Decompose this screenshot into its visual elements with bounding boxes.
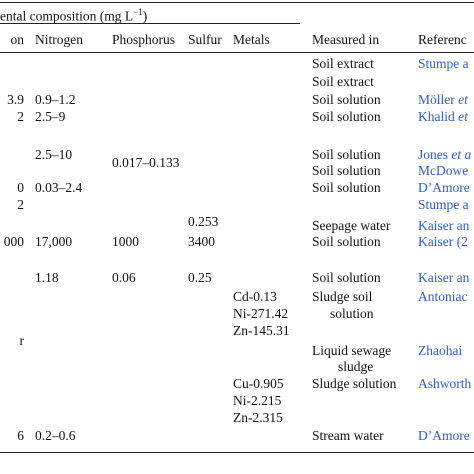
reference-text: Zhaohai — [418, 343, 463, 358]
measured-in-cell: Soil solution — [312, 147, 381, 162]
sulfur-cell: 0.253 — [188, 214, 219, 229]
measured-in-cell: Soil solution — [312, 234, 381, 249]
group-rule — [0, 23, 300, 24]
nitrogen-cell: 0.2–0.6 — [35, 428, 76, 443]
measured-in-cell: Liquid sewage — [312, 343, 392, 358]
sulfur-cell: 0.25 — [188, 270, 212, 285]
measured-in-cell: Soil solution — [312, 109, 381, 124]
reference-cell: Stumpe a — [418, 197, 469, 213]
column-header: Referenc — [418, 32, 467, 47]
reference-text: Khalid — [418, 109, 459, 124]
reference-cell: Kaiser (2 — [418, 234, 468, 250]
measured-in-cell: Sludge solution — [312, 376, 397, 391]
reference-cell: Ashworth — [418, 376, 471, 392]
reference-text: D’Amore — [418, 180, 470, 195]
phosphorus-cell: 1000 — [112, 234, 139, 249]
nitrogen-cell: 1.18 — [35, 270, 59, 285]
measured-in-cell: Seepage water — [312, 218, 391, 233]
reference-text: McDowe — [418, 163, 469, 178]
reference-text: Ashworth — [418, 376, 472, 391]
phosphorus-cell: 0.017–0.133 — [112, 155, 180, 170]
group-title-text: ental composition (mg L — [0, 8, 134, 24]
column-header: on — [10, 32, 25, 47]
measured-in-cell: solution — [330, 306, 374, 321]
measured-in-cell: Soil solution — [312, 163, 381, 178]
measured-in-cell: Soil extract — [312, 56, 374, 71]
measured-in-cell: Soil solution — [312, 270, 381, 285]
nitrogen-cell: 2.5–10 — [35, 147, 73, 162]
reference-italic: et a — [451, 147, 472, 162]
measured-in-cell: Soil solution — [312, 180, 381, 195]
measured-in-cell: Sludge soil — [312, 289, 373, 304]
column-header: Nitrogen — [35, 32, 83, 47]
metals-cell: Zn-2.315 — [233, 410, 283, 425]
nitrogen-cell: 2.5–9 — [35, 109, 66, 124]
reference-text: Stumpe a — [418, 56, 469, 71]
reference-text: Kaiser an — [418, 218, 470, 233]
reference-cell: Möller et — [418, 92, 468, 108]
column-header: Measured in — [312, 32, 380, 47]
reference-cell: Stumpe a — [418, 56, 469, 72]
bottom-rule — [0, 452, 474, 453]
reference-cell: Kaiser an — [418, 270, 469, 286]
reference-text: Kaiser (2 — [418, 234, 468, 249]
carbon-cell: 0 — [17, 180, 24, 195]
reference-text: Kaiser an — [418, 270, 470, 285]
measured-in-cell: Stream water — [312, 428, 384, 443]
carbon-cell: 3.9 — [7, 92, 24, 107]
carbon-cell: r — [19, 333, 25, 348]
column-header: Sulfur — [188, 32, 222, 47]
reference-cell: Kaiser an — [418, 218, 469, 234]
header-rule — [0, 52, 474, 53]
reference-italic: et — [458, 109, 468, 124]
metals-cell: Cu-0.905 — [233, 376, 284, 391]
reference-cell: McDowe — [418, 163, 468, 179]
reference-cell: Antoniac — [418, 289, 468, 305]
carbon-cell: 6 — [17, 428, 24, 443]
nitrogen-cell: 17,000 — [35, 234, 73, 249]
group-title-close: ) — [142, 8, 148, 24]
column-header: Metals — [233, 32, 270, 47]
nitrogen-cell: 0.03–2.4 — [35, 180, 83, 195]
reference-text: Jones — [418, 147, 452, 162]
reference-cell: Jones et a — [418, 147, 471, 163]
carbon-cell: 000 — [3, 234, 24, 249]
group-title: ental composition (mg L−1) — [0, 4, 147, 25]
metals-cell: Ni-271.42 — [233, 306, 289, 321]
carbon-cell: 2 — [17, 109, 24, 124]
nitrogen-cell: 0.9–1.2 — [35, 92, 76, 107]
carbon-cell: 2 — [17, 197, 24, 212]
measured-in-cell: Soil extract — [312, 74, 374, 89]
reference-text: Antoniac — [418, 289, 468, 304]
reference-cell: D’Amore — [418, 428, 470, 444]
metals-cell: Zn-145.31 — [233, 323, 290, 338]
column-header: Phosphorus — [112, 32, 176, 47]
measured-in-cell: Soil solution — [312, 92, 381, 107]
reference-cell: Khalid et — [418, 109, 468, 125]
metals-cell: Ni-2.215 — [233, 393, 282, 408]
reference-text: Möller — [418, 92, 459, 107]
reference-text: D’Amore — [418, 428, 470, 443]
reference-italic: et — [458, 92, 468, 107]
reference-text: Stumpe a — [418, 197, 469, 212]
top-rule — [0, 2, 474, 3]
group-title-sup: −1 — [133, 7, 143, 17]
reference-cell: Zhaohai — [418, 343, 462, 359]
sulfur-cell: 3400 — [188, 234, 215, 249]
measured-in-cell: sludge — [338, 359, 374, 374]
phosphorus-cell: 0.06 — [112, 270, 136, 285]
reference-cell: D’Amore — [418, 180, 470, 196]
metals-cell: Cd-0.13 — [233, 289, 277, 304]
